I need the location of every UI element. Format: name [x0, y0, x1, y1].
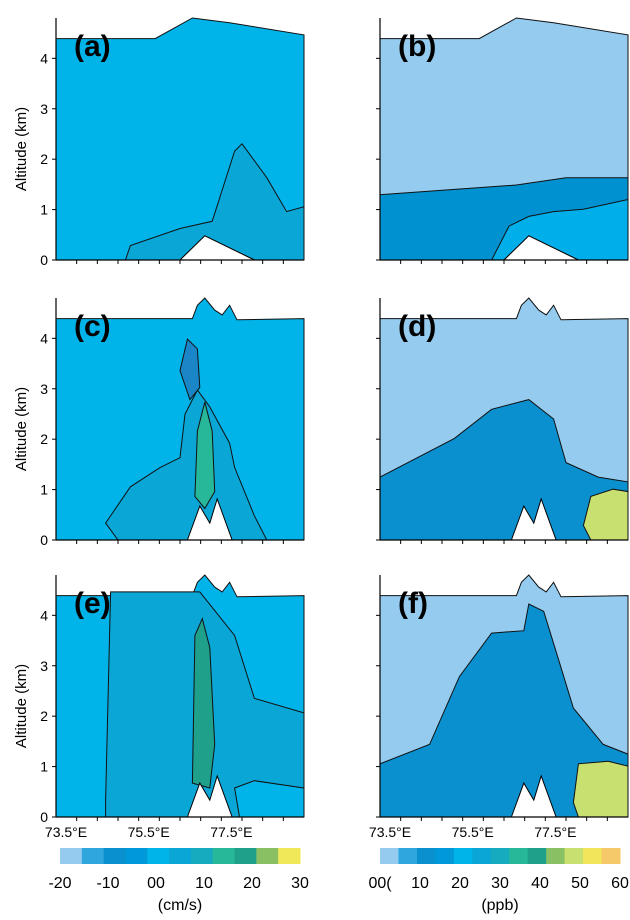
x-tick-label: 75.5°E [452, 824, 494, 840]
contour-region [194, 401, 216, 510]
colorbar-swatch [125, 848, 148, 864]
colorbar-label: 10 [411, 875, 429, 892]
colorbar-label: 30 [491, 875, 509, 892]
colorbar-swatch [601, 848, 621, 864]
contour-region [191, 617, 216, 789]
panel-c: 0 1 2 3 4 Altitude (km) (c) [13, 297, 305, 548]
colorbar-label: 20 [451, 875, 469, 892]
colorbar-swatch [435, 848, 455, 864]
y-tick-label: 4 [40, 330, 48, 346]
colorbar-label: 40 [531, 875, 549, 892]
contour-region [179, 338, 201, 401]
y-tick-label: 1 [40, 759, 48, 775]
colorbar-concentration: 00( 10 20 30 40 50 60 (ppb) [368, 848, 629, 914]
colorbar-swatch [472, 848, 492, 864]
colorbar-swatch [81, 848, 105, 864]
colorbar-swatch [398, 848, 418, 864]
colorbar-swatch [190, 848, 214, 864]
colorbar-label: 00( [368, 875, 392, 892]
colorbar-unit: (cm/s) [158, 897, 202, 914]
colorbar-swatch [583, 848, 603, 864]
panel-label: (b) [398, 30, 436, 63]
panel-label: (d) [398, 310, 436, 343]
panel-b: (b) [376, 17, 629, 264]
colorbar-velocity: -20 -10 00 10 20 30 (cm/s) [48, 848, 309, 914]
y-axis-title: Altitude (km) [13, 387, 30, 471]
colorbar-swatch [527, 848, 547, 864]
colorbar-swatch [453, 848, 473, 864]
colorbar-label: 00 [147, 875, 165, 892]
colorbar-swatch [234, 848, 257, 864]
colorbar-swatch [416, 848, 436, 864]
colorbar-label: 20 [243, 875, 261, 892]
panel-d: (d) [376, 297, 629, 544]
y-tick-label: 2 [40, 708, 48, 724]
colorbar-swatch [509, 848, 529, 864]
y-tick-label: 2 [40, 151, 48, 167]
panel-a: 0 1 2 3 4 Altitude (km) (a) [13, 17, 305, 268]
colorbar-swatch [278, 848, 301, 864]
colorbar-swatch [490, 848, 510, 864]
colorbar-swatch [60, 848, 83, 864]
x-tick-label: 77.5°E [210, 824, 252, 840]
y-tick-label: 0 [40, 252, 48, 268]
y-tick-label: 3 [40, 101, 48, 117]
y-axis-title: Altitude (km) [13, 664, 30, 748]
y-tick-label: 1 [40, 202, 48, 218]
colorbar-swatch [169, 848, 192, 864]
colorbar-label: 30 [291, 875, 309, 892]
panel-f: 73.5°E 75.5°E 77.5°E (f) [369, 574, 629, 840]
colorbar-label: -10 [96, 875, 119, 892]
colorbar-label: -20 [48, 875, 71, 892]
y-tick-label: 4 [40, 50, 48, 66]
y-tick-label: 0 [40, 532, 48, 548]
y-tick-label: 3 [40, 381, 48, 397]
colorbar-swatch [380, 848, 399, 864]
y-axis-title: Altitude (km) [13, 107, 30, 191]
colorbar-swatch [103, 848, 126, 864]
y-tick-label: 4 [40, 607, 48, 623]
y-tick-label: 2 [40, 431, 48, 447]
colorbar-swatch [212, 848, 236, 864]
y-tick-label: 1 [40, 482, 48, 498]
x-tick-label: 73.5°E [369, 824, 411, 840]
colorbar-swatch [546, 848, 566, 864]
panel-label: (c) [74, 310, 111, 343]
panel-label: (f) [398, 587, 428, 620]
y-tick-label: 3 [40, 658, 48, 674]
x-tick-label: 75.5°E [128, 824, 170, 840]
x-tick-label: 77.5°E [534, 824, 576, 840]
colorbar-label: 50 [571, 875, 589, 892]
colorbar-label: 10 [195, 875, 213, 892]
colorbar-label: 60 [611, 875, 629, 892]
x-tick-label: 73.5°E [45, 824, 87, 840]
colorbar-swatch [147, 848, 170, 864]
panel-e: 0 1 2 3 4 73.5°E 75.5°E 77.5°E Altitude (km) (e) [13, 574, 305, 840]
panel-label: (a) [74, 30, 111, 63]
colorbar-swatch [256, 848, 279, 864]
contour-region [572, 760, 629, 818]
colorbar-unit: (ppb) [481, 897, 518, 914]
panel-label: (e) [74, 587, 111, 620]
y-tick-label: 0 [40, 809, 48, 825]
colorbar-swatch [564, 848, 584, 864]
